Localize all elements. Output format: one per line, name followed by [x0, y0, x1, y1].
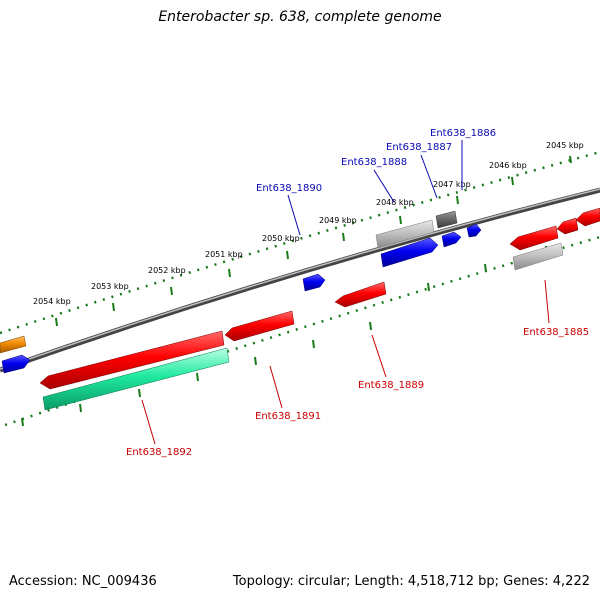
- gene-labels: Ent638_1886 Ent638_1887 Ent638_1888 Ent6…: [126, 128, 589, 458]
- gene-ent638-1892: [39, 330, 225, 390]
- tick-2050: [286, 250, 289, 260]
- gene-ent638-1891: [224, 310, 295, 342]
- tick-2048: [399, 215, 402, 225]
- label-ent638-1889: Ent638_1889: [358, 380, 424, 391]
- gene-ent638-1887: [441, 231, 462, 248]
- scale-label-2046: 2046 kbp: [489, 161, 527, 170]
- label-ent638-1886: Ent638_1886: [430, 128, 496, 139]
- label-ent638-1890: Ent638_1890: [256, 183, 322, 194]
- gene-ent638-1888-gray: [375, 219, 435, 249]
- label-ent638-1887: Ent638_1887: [386, 142, 452, 153]
- tick-2049: [342, 232, 345, 242]
- scale-label-2048: 2048 kbp: [376, 198, 414, 207]
- label-ent638-1891: Ent638_1891: [255, 411, 321, 422]
- label-ent638-1892: Ent638_1892: [126, 447, 192, 458]
- gene-ent638-1889: [334, 281, 387, 308]
- gene-red-right-1: [556, 217, 579, 235]
- scale-label-2051: 2051 kbp: [205, 250, 243, 259]
- scale-label-2045: 2045 kbp: [546, 141, 584, 150]
- scale-labels: 2045 kbp 2046 kbp 2047 kbp 2048 kbp 2049…: [33, 141, 584, 306]
- scale-label-2054: 2054 kbp: [33, 297, 71, 306]
- tick-2053: [112, 302, 115, 312]
- scale-label-2050: 2050 kbp: [262, 234, 300, 243]
- label-ent638-1885: Ent638_1885: [523, 327, 589, 338]
- genome-backbone-highlight: [0, 188, 600, 370]
- gene-ent638-1890: [302, 273, 326, 292]
- tick-2045: [569, 155, 572, 164]
- leader-lines: [141, 140, 550, 445]
- tick-2054: [55, 317, 58, 327]
- tick-2052: [170, 286, 173, 296]
- tick-2051: [228, 268, 231, 278]
- scale-label-2047: 2047 kbp: [433, 180, 471, 189]
- gene-ent638-1888: [380, 237, 439, 268]
- forward-features[interactable]: [0, 210, 482, 374]
- genome-summary-text: Topology: circular; Length: 4,518,712 bp…: [232, 574, 590, 589]
- outer-major-ticks: [55, 155, 572, 327]
- reverse-features[interactable]: [39, 207, 600, 411]
- gene-orange-forward: [0, 335, 27, 354]
- genome-backbone: [0, 187, 600, 373]
- label-ent638-1888: Ent638_1888: [341, 157, 407, 168]
- gene-ent638-1886-blue: [466, 223, 482, 238]
- gene-red-right-2: [575, 207, 600, 227]
- scale-label-2052: 2052 kbp: [148, 266, 186, 275]
- scale-label-2053: 2053 kbp: [91, 282, 129, 291]
- gene-ent638-1885-gray: [512, 242, 564, 271]
- scale-label-2049: 2049 kbp: [319, 216, 357, 225]
- gene-blue-forward-left: [1, 354, 31, 374]
- gene-ent638-1892-teal: [42, 347, 230, 411]
- tick-2046: [511, 176, 514, 186]
- gene-ent638-1885: [509, 225, 559, 251]
- accession-text: Accession: NC_009436: [9, 574, 157, 589]
- map-title: Enterobacter sp. 638, complete genome: [158, 9, 442, 25]
- gene-ent638-1886: [435, 210, 458, 229]
- outer-scale-track: [0, 150, 600, 335]
- tick-2047: [456, 195, 459, 205]
